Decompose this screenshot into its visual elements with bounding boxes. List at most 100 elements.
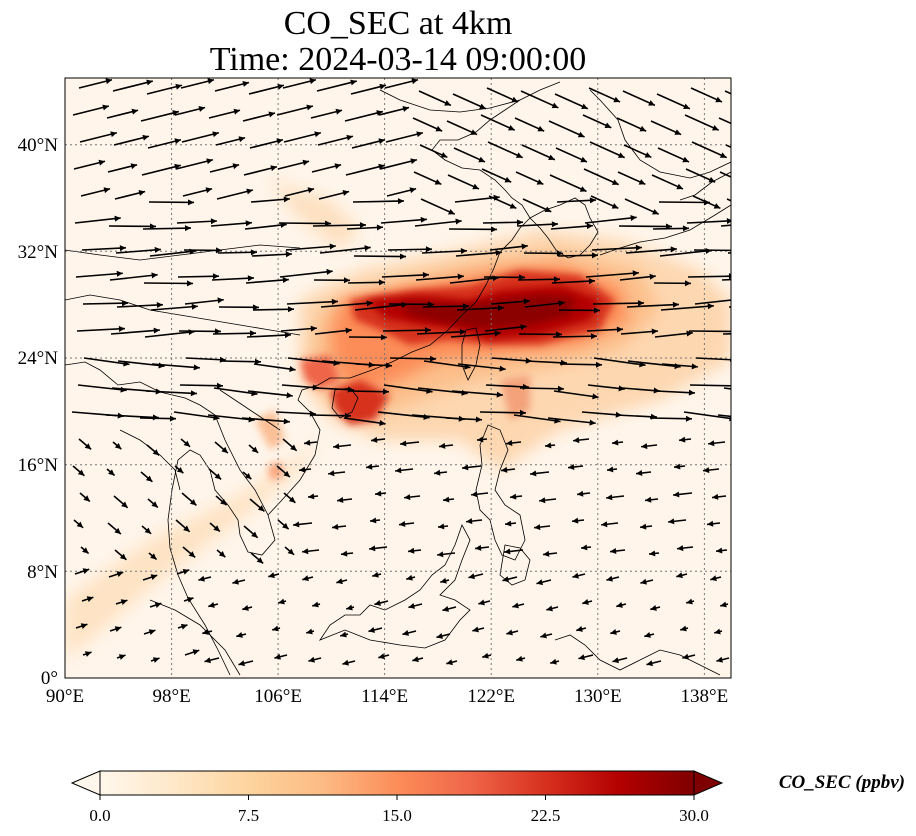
wind-arrow-head	[550, 658, 557, 665]
wind-arrow-head	[446, 659, 453, 666]
wind-arrow-head	[208, 602, 215, 608]
wind-arrow-head	[468, 573, 475, 580]
wind-arrow-head	[282, 522, 289, 530]
wind-arrow-head	[438, 523, 445, 530]
wind-arrow-head	[673, 491, 680, 498]
wind-arrow-head	[505, 520, 512, 527]
wind-arrow	[658, 201, 711, 204]
wind-arrow-head	[741, 179, 748, 184]
wind-arrow	[81, 247, 126, 251]
wind-arrow-head	[116, 270, 123, 277]
wind-arrow-head	[612, 657, 619, 664]
wind-arrow-head	[176, 466, 184, 474]
wind-arrow-head	[378, 138, 385, 145]
wind-arrow-head	[336, 578, 343, 585]
wind-arrow-head	[691, 363, 698, 370]
wind-arrow-head	[326, 268, 333, 275]
wind-arrow-head	[712, 124, 719, 131]
wind-arrow-head	[340, 631, 347, 638]
wind-arrow	[283, 132, 322, 143]
wind-arrow-head	[408, 603, 415, 609]
wind-arrow-head	[714, 628, 721, 635]
wind-arrow-head	[716, 547, 723, 554]
wind-arrow-head	[329, 243, 336, 250]
wind-arrow-head	[242, 81, 249, 87]
colorbar-tick-label: 0.0	[89, 806, 110, 825]
wind-arrow-head	[154, 602, 162, 608]
wind-arrow-head	[644, 152, 652, 158]
wind-arrow-head	[150, 553, 157, 560]
wind-arrow-head	[370, 517, 377, 524]
wind-arrow	[589, 141, 625, 159]
wind-arrow-head	[436, 633, 443, 639]
wind-arrow-head	[479, 103, 486, 110]
wind-arrow	[618, 225, 673, 228]
wind-arrow	[414, 220, 462, 227]
wind-arrow	[587, 384, 625, 390]
wind-arrow-head	[684, 280, 691, 287]
wind-arrow-head	[448, 208, 455, 215]
wind-arrow-head	[293, 521, 300, 528]
wind-arrow	[660, 304, 714, 311]
wind-arrow	[79, 132, 118, 143]
wind-arrow-head	[82, 568, 90, 574]
wind-arrow-head	[148, 629, 156, 635]
wind-arrow-head	[304, 439, 311, 446]
wind-arrow-head	[346, 134, 353, 141]
wind-arrow	[624, 198, 660, 215]
wind-arrow	[320, 302, 373, 308]
wind-arrow-head	[767, 391, 773, 397]
wind-arrow-head	[551, 221, 558, 228]
wind-arrow-head	[400, 440, 407, 447]
wind-arrow-head	[175, 83, 182, 90]
wind-arrow	[252, 308, 295, 311]
wind-arrow-head	[216, 382, 223, 389]
wind-arrow	[210, 221, 252, 227]
wind-arrow-head	[637, 300, 644, 307]
wind-arrow	[519, 387, 565, 390]
wind-arrow	[684, 114, 720, 131]
wind-arrow	[141, 164, 181, 176]
wind-arrow-head	[283, 470, 290, 478]
wind-arrow-head	[257, 505, 265, 512]
wind-arrow	[142, 227, 192, 230]
map-frame	[64, 77, 732, 679]
wind-arrow-head	[475, 416, 482, 423]
lat-axis: 40°N 32°N 24°N 16°N 8°N 0°	[18, 135, 59, 689]
wind-arrow-head	[521, 243, 528, 250]
wind-arrow-head	[114, 527, 121, 535]
wind-arrow-head	[713, 203, 721, 209]
wind-arrow-head	[220, 498, 227, 506]
wind-arrow	[349, 390, 390, 393]
wind-arrow	[140, 110, 180, 122]
wind-arrow-head	[749, 207, 756, 212]
wind-arrow-head	[307, 187, 315, 194]
wind-arrow-head	[372, 571, 379, 578]
wind-arrow-head	[369, 545, 376, 552]
wind-arrow-head	[679, 436, 686, 443]
wind-arrow-head	[688, 389, 695, 396]
wind-arrow	[689, 384, 731, 387]
wind-arrow	[181, 132, 220, 143]
wind-arrow-head	[568, 464, 575, 470]
wind-arrow-head	[232, 163, 240, 170]
colorbar-tick-label: 30.0	[679, 806, 709, 825]
wind-arrow-head	[708, 440, 715, 447]
wind-arrow	[377, 411, 430, 419]
wind-arrow	[455, 251, 502, 257]
wind-arrow-head	[287, 306, 294, 313]
wind-arrow	[695, 357, 731, 361]
wind-arrow	[456, 306, 504, 311]
wind-arrow-head	[174, 138, 181, 145]
wind-arrow-head	[573, 437, 580, 444]
gridlines	[65, 78, 731, 678]
wind-arrow-head	[670, 246, 677, 253]
wind-arrow-head	[183, 440, 191, 447]
wind-arrow-head	[618, 385, 625, 392]
wind-arrow-head	[77, 469, 85, 476]
wind-arrow	[379, 159, 418, 170]
wind-arrow-head	[579, 186, 587, 192]
wind-arrow	[346, 226, 383, 230]
wind-arrow-head	[523, 298, 530, 305]
